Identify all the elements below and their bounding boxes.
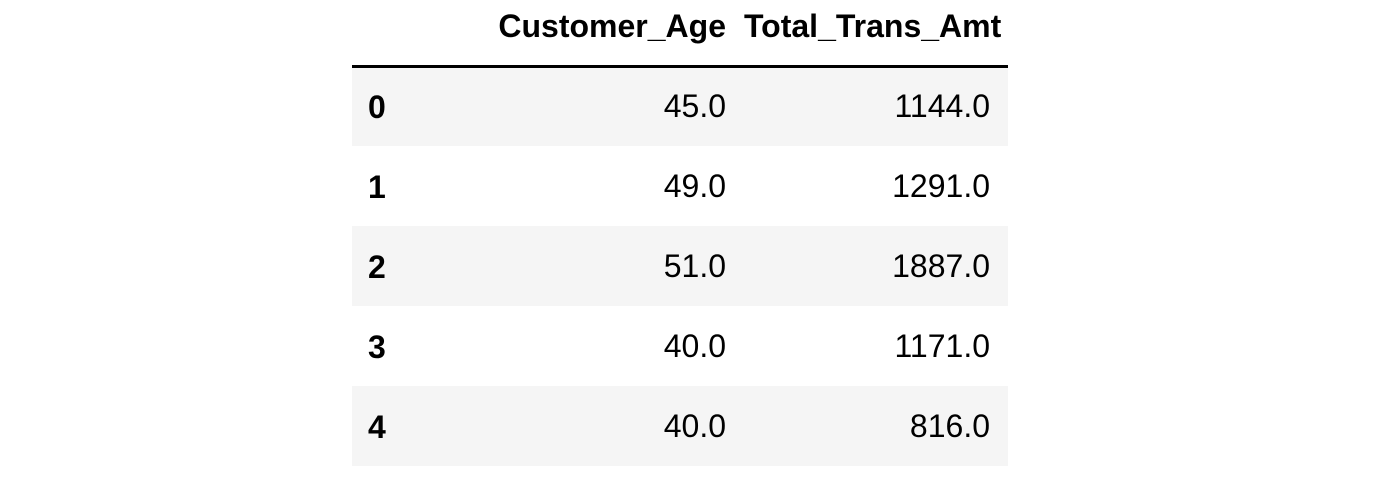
column-header-total-trans-amt: Total_Trans_Amt xyxy=(744,0,1008,68)
cell-customer-age: 40.0 xyxy=(663,407,726,444)
table-body: 0 45.0 1144.0 1 49.0 1291.0 2 51.0 1887.… xyxy=(352,66,1008,466)
cell-customer-age: 40.0 xyxy=(663,327,726,364)
row-index: 2 xyxy=(368,248,386,285)
cell-total-trans-amt: 1291.0 xyxy=(892,167,990,204)
cell-total-trans-amt: 1144.0 xyxy=(894,88,991,125)
cell-customer-age: 45.0 xyxy=(663,88,726,125)
table-header: Customer_Age Total_Trans_Amt xyxy=(352,0,1008,68)
dataframe-output: Customer_Age Total_Trans_Amt 0 45.0 1144… xyxy=(352,0,1008,466)
header-row: Customer_Age Total_Trans_Amt xyxy=(352,0,1008,68)
row-index: 1 xyxy=(368,168,386,205)
cell-total-trans-amt: 1887.0 xyxy=(892,247,990,284)
table-row: 3 40.0 1171.0 xyxy=(352,306,1008,386)
table-row: 0 45.0 1144.0 xyxy=(352,66,1008,146)
table-row: 4 40.0 816.0 xyxy=(352,386,1008,466)
cell-customer-age: 49.0 xyxy=(663,167,726,204)
cell-total-trans-amt: 816.0 xyxy=(909,407,990,444)
row-index: 0 xyxy=(368,89,386,126)
dataframe-table: Customer_Age Total_Trans_Amt 0 45.0 1144… xyxy=(352,0,1008,466)
row-index: 3 xyxy=(368,328,386,365)
table-row: 2 51.0 1887.0 xyxy=(352,226,1008,306)
row-index: 4 xyxy=(368,408,386,445)
column-header-customer-age: Customer_Age xyxy=(404,0,744,68)
cell-total-trans-amt: 1171.0 xyxy=(894,327,991,364)
index-column-header xyxy=(352,0,404,68)
table-row: 1 49.0 1291.0 xyxy=(352,146,1008,226)
cell-customer-age: 51.0 xyxy=(663,247,726,284)
